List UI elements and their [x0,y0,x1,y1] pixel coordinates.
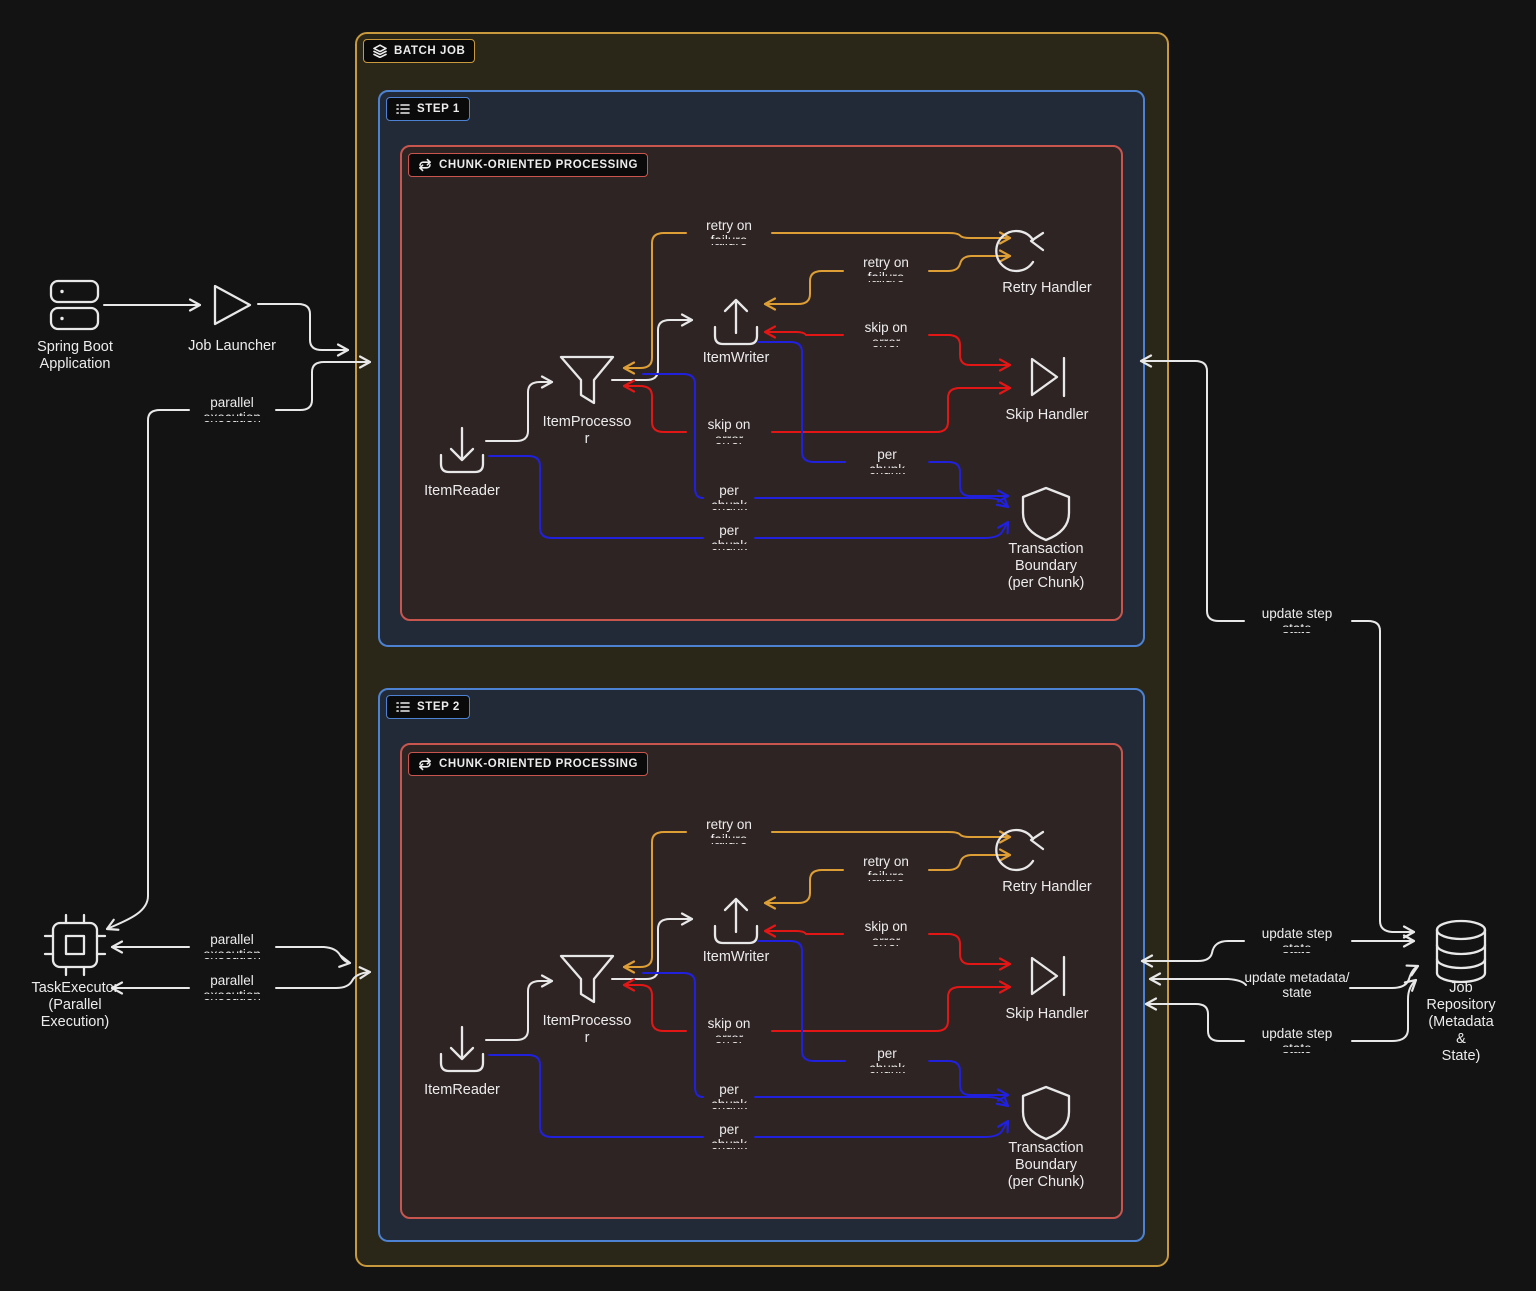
step2-chunk-badge-label: CHUNK-ORIENTED PROCESSING [439,758,639,770]
task-executor-icon [43,913,107,977]
update-metadata-state-label: update metadata/state [1244,970,1350,1000]
update-step-state-label-3: update step state [1258,1026,1335,1056]
update-step-state-label-2: update step state [1258,926,1335,956]
step2-transaction-boundary-label: Transaction Boundary (per Chunk) [1007,1140,1085,1190]
parallel-execution-label-1: parallel execution [200,395,264,425]
step1-retry-handler-label: Retry Handler [1002,280,1092,296]
step2-skip-label-1: skip on error [861,919,911,949]
step1-item-processor-label: ItemProcesso r [542,414,632,447]
step2-item-reader-label: ItemReader [424,1082,500,1098]
cycle-icon [419,158,431,172]
step2-chunk-badge: CHUNK-ORIENTED PROCESSING [408,752,649,776]
edge-step2-repo3-b [1351,978,1418,1042]
edge-executor-step2a-b [275,946,352,968]
step2-retry-label-1: retry on failure [703,817,755,847]
step2-skip-label-2: skip on error [704,1016,754,1046]
step1-per-chunk-label-1: per chunk [865,447,909,477]
parallel-execution-label-3: parallel execution [200,973,264,1003]
step1-skip-handler-label: Skip Handler [1005,407,1089,423]
step2-per-chunk-label-3: per chunk [707,1122,751,1152]
spring-boot-icon [49,279,100,331]
step1-per-chunk-label-3: per chunk [707,523,751,553]
list-icon [396,702,410,712]
update-step-state-label-1: update step state [1258,606,1335,636]
step1-badge: STEP 1 [386,97,470,121]
cycle-icon [419,757,431,771]
list-icon [396,104,410,114]
step1-transaction-boundary-label: Transaction Boundary (per Chunk) [1007,541,1085,591]
step1-skip-label-1: skip on error [861,320,911,350]
step1-skip-label-2: skip on error [704,417,754,447]
step2-item-writer-label: ItemWriter [702,949,770,965]
step2-skip-handler-label: Skip Handler [1005,1006,1089,1022]
step1-item-writer-label: ItemWriter [702,350,770,366]
spring-boot-label: Spring Boot Application [37,339,113,372]
edge-step1-repo-b [1351,620,1416,939]
step2-item-processor-label: ItemProcesso r [542,1013,632,1046]
batch-job-badge-label: BATCH JOB [394,45,466,57]
step2-per-chunk-label-1: per chunk [865,1046,909,1076]
step1-badge-label: STEP 1 [417,103,460,115]
step2-retry-handler-label: Retry Handler [1002,879,1092,895]
step1-retry-label-2: retry on failure [860,255,912,285]
job-repository-icon [1435,919,1487,984]
step2-per-chunk-label-2: per chunk [707,1082,751,1112]
edge-executor-step1-a [105,409,190,931]
step1-item-reader-label: ItemReader [424,483,500,499]
task-executor-label: TaskExecutor (Parallel Execution) [31,980,119,1030]
step1-chunk-badge-label: CHUNK-ORIENTED PROCESSING [439,159,639,171]
step1-per-chunk-label-2: per chunk [707,483,751,513]
step1-retry-label-1: retry on failure [703,218,755,248]
batch-job-badge: BATCH JOB [363,39,476,63]
job-launcher-icon [213,284,252,326]
job-repository-label: Job Repository (Metadata & State) [1426,980,1496,1064]
step2-badge-label: STEP 2 [417,701,460,713]
parallel-execution-label-2: parallel execution [200,932,264,962]
layers-icon [373,44,387,58]
step2-retry-label-2: retry on failure [860,854,912,884]
edge-step2-repo2-b [1349,964,1420,989]
step2-badge: STEP 2 [386,695,470,719]
step1-chunk-badge: CHUNK-ORIENTED PROCESSING [408,153,649,177]
job-launcher-label: Job Launcher [188,338,276,354]
